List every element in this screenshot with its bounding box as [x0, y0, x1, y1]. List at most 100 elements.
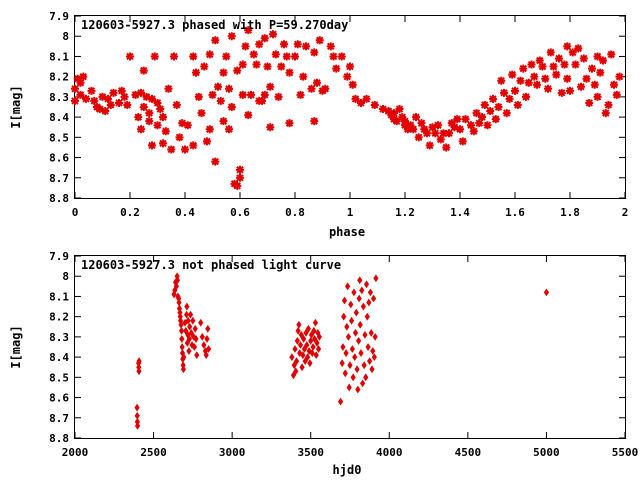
- x-tick-label: 2500: [140, 446, 167, 459]
- data-point: [513, 100, 522, 109]
- data-point: [483, 121, 492, 130]
- data-point: [475, 119, 484, 128]
- data-point: [204, 335, 210, 343]
- data-point: [137, 88, 145, 97]
- data-point: [192, 324, 198, 333]
- data-point: [197, 109, 206, 118]
- data-point: [153, 98, 162, 107]
- data-point: [192, 68, 200, 77]
- data-point: [297, 341, 304, 349]
- data-point: [341, 296, 348, 305]
- data-point: [179, 335, 185, 343]
- data-point: [139, 66, 148, 75]
- data-point: [348, 80, 357, 89]
- data-point: [566, 86, 574, 95]
- data-point: [349, 345, 355, 353]
- data-point: [181, 353, 187, 362]
- data-point: [269, 30, 277, 39]
- data-point: [71, 84, 79, 93]
- y-axis-label: I[mag]: [9, 85, 23, 128]
- data-point: [214, 82, 222, 91]
- data-point: [302, 357, 308, 366]
- data-point: [486, 107, 495, 116]
- data-point: [363, 373, 369, 382]
- data-point: [126, 52, 134, 61]
- data-point: [379, 105, 387, 114]
- data-point: [109, 88, 118, 97]
- data-point: [478, 113, 486, 122]
- data-point: [494, 103, 503, 111]
- data-point: [467, 121, 475, 130]
- data-point: [315, 36, 324, 45]
- y-tick-label: 8.8: [49, 192, 69, 205]
- data-point: [368, 328, 374, 337]
- data-point: [582, 74, 591, 83]
- data-point: [142, 92, 151, 101]
- data-points: [71, 26, 624, 190]
- plot-title: 120603-5927.3 not phased light curve: [81, 258, 341, 272]
- y-tick-label: 8.5: [49, 131, 69, 144]
- data-point: [106, 100, 115, 109]
- data-point: [312, 318, 319, 327]
- data-point: [170, 52, 178, 61]
- data-point: [500, 88, 508, 97]
- data-point: [339, 359, 345, 368]
- data-point: [289, 353, 295, 362]
- data-point: [159, 139, 167, 148]
- data-point: [173, 282, 179, 291]
- data-point: [203, 351, 209, 359]
- data-point: [236, 165, 244, 174]
- data-point: [238, 60, 247, 69]
- data-point: [148, 94, 156, 103]
- data-point: [115, 98, 123, 107]
- data-point: [205, 125, 214, 134]
- data-point: [436, 135, 445, 144]
- data-point: [420, 125, 429, 134]
- data-point: [563, 74, 572, 83]
- x-tick-label: 3500: [297, 446, 324, 459]
- data-point: [172, 100, 181, 109]
- data-point: [189, 52, 198, 61]
- data-point: [409, 125, 418, 134]
- data-point: [285, 68, 294, 77]
- data-point: [117, 86, 126, 95]
- data-point: [390, 109, 398, 118]
- data-point: [291, 52, 299, 61]
- data-point: [263, 62, 272, 71]
- data-point: [153, 121, 162, 130]
- data-point: [505, 94, 514, 103]
- data-point: [222, 52, 231, 61]
- data-point: [370, 347, 376, 355]
- data-point: [345, 282, 351, 291]
- data-point: [181, 145, 189, 154]
- data-point: [364, 312, 370, 321]
- data-point: [343, 72, 352, 81]
- data-point: [445, 129, 453, 138]
- unphased-light-curve-plot: 7.9 8 8.1 8.2 8.3 8.4 8.5 8.6 8.7 8.8 2000 2500 300…: [9, 250, 638, 477]
- y-axis: 7.9 8 8.1 8.2 8.3 8.4 8.5 8.6 8.7 8.8: [49, 250, 625, 445]
- data-point: [497, 76, 506, 85]
- data-point: [201, 341, 207, 349]
- data-point: [303, 328, 309, 337]
- data-point: [447, 119, 456, 128]
- data-point: [549, 62, 558, 71]
- data-point: [292, 345, 298, 353]
- data-point: [260, 90, 269, 99]
- data-point: [244, 26, 253, 35]
- data-point: [356, 337, 362, 345]
- data-point: [164, 84, 173, 93]
- data-point: [417, 119, 426, 128]
- data-point: [357, 98, 365, 107]
- data-point: [82, 94, 90, 103]
- data-point: [533, 80, 541, 89]
- y-tick-label: 8.2: [49, 311, 69, 324]
- data-point: [360, 302, 366, 311]
- data-point: [188, 328, 194, 337]
- data-point: [252, 60, 261, 69]
- x-tick-label: 0: [72, 206, 79, 219]
- data-point: [183, 310, 190, 319]
- data-point: [211, 36, 220, 45]
- data-point: [145, 109, 154, 118]
- data-point: [309, 349, 315, 357]
- data-point: [79, 72, 88, 81]
